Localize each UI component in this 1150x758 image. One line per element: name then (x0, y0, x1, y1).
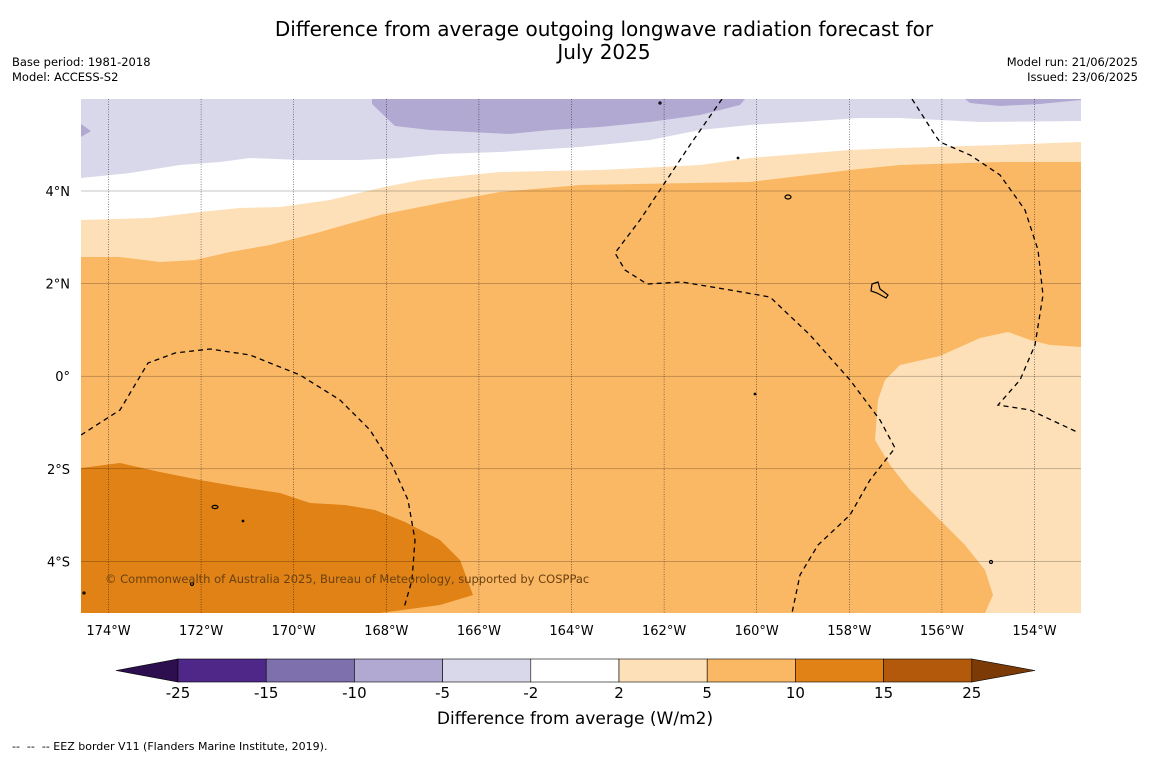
longitude-label: 156°W (920, 624, 964, 639)
island-outlines (82, 101, 994, 595)
copyright-text: © Commonwealth of Australia 2025, Bureau… (105, 572, 589, 586)
colorbar-tick-label: -15 (253, 684, 279, 702)
longitude-label: 162°W (642, 624, 686, 639)
latitude-label: 2°N (46, 278, 71, 293)
base-period-text: Base period: 1981-2018 (12, 55, 151, 69)
longitude-label: 154°W (1012, 624, 1056, 639)
latitude-label: 4°S (47, 555, 70, 570)
longitude-label: 166°W (457, 624, 501, 639)
latitude-label: 0° (55, 370, 70, 385)
colorbar-tick-label: 2 (614, 684, 624, 702)
anomaly-patch-neg5-neg10-west (81, 124, 91, 137)
island-kiritimati (870, 281, 889, 299)
issued-text: Issued: 23/06/2025 (1027, 70, 1138, 84)
anomaly-band-neg2-neg5 (81, 99, 1081, 178)
colorbar-title: Difference from average (W/m2) (436, 709, 714, 729)
longitude-label: 168°W (364, 624, 408, 639)
longitude-label: 172°W (179, 624, 223, 639)
longitude-label: 164°W (549, 624, 593, 639)
latitude-label: 4°N (46, 185, 71, 200)
colorbar-swatch (530, 658, 620, 683)
anomaly-band-10-15 (81, 463, 473, 613)
title-line-1: Difference from average outgoing longwav… (274, 17, 934, 41)
longitude-label: 174°W (86, 624, 130, 639)
colorbar-swatch (883, 658, 973, 683)
colorbar-under-arrow (115, 658, 179, 683)
colorbar-tick-label: -2 (523, 684, 539, 702)
island-small-1 (736, 156, 740, 160)
colorbar-tick-label: 15 (874, 684, 894, 702)
colorbar-tick-label: 5 (702, 684, 712, 702)
longitude-label: 158°W (827, 624, 871, 639)
island-enderbury (241, 519, 245, 523)
eez-legend-footer: -- -- -- EEZ border V11 (Flanders Marine… (12, 740, 328, 753)
colorbar-swatch (706, 658, 796, 683)
model-text: Model: ACCESS-S2 (12, 70, 119, 84)
island-birnie (189, 581, 195, 587)
eez-border-kiribati-line (614, 99, 896, 613)
colorbar-swatch (442, 658, 532, 683)
colorbar-swatch (795, 658, 884, 683)
colorbar-swatch (354, 658, 443, 683)
island-small-3 (82, 591, 86, 595)
island-small-2 (753, 392, 757, 396)
title-line-2: July 2025 (557, 40, 651, 64)
map-plot-area: © Commonwealth of Australia 2025, Bureau… (81, 99, 1081, 613)
colorbar-tick-label: -25 (165, 684, 191, 702)
colorbar-swatch (618, 658, 708, 683)
colorbar-tick-label: -10 (342, 684, 367, 702)
chart-title: Difference from average outgoing longwav… (200, 18, 1008, 64)
longitude-labels: 174°W 172°W 170°W 168°W 166°W 164°W 162°W 160°W… (86, 624, 1056, 639)
meta-right: Model run: 21/06/2025 Issued: 23/06/2025 (1007, 55, 1138, 85)
anomaly-band-neg5-neg10 (372, 99, 745, 134)
eez-border-east-arc (911, 99, 1078, 433)
island-malden (988, 559, 994, 565)
colorbar (115, 658, 1036, 683)
colorbar-tick-label: 10 (785, 684, 805, 702)
island-north-dot (658, 101, 662, 105)
meta-left: Base period: 1981-2018 Model: ACCESS-S2 (12, 55, 151, 85)
latitude-label: 2°S (47, 463, 70, 478)
colorbar-tick-label: -5 (435, 684, 451, 702)
island-canton (211, 504, 219, 510)
anomaly-patch-neg5-neg10-east (965, 99, 1081, 106)
meridian-gridlines (108, 99, 1035, 613)
island-jarvis (784, 194, 792, 200)
model-run-text: Model run: 21/06/2025 (1006, 55, 1138, 69)
parallel-gridlines (81, 190, 1081, 562)
eez-border-phoenix-arc (81, 348, 416, 609)
longitude-label: 170°W (272, 624, 316, 639)
anomaly-band-2-5-southeast (875, 332, 1081, 613)
colorbar-tick-label: 25 (962, 684, 982, 702)
longitude-label: 160°W (735, 624, 779, 639)
colorbar-swatch (177, 658, 267, 683)
colorbar-swatch (265, 658, 355, 683)
colorbar-over-arrow (971, 658, 1036, 683)
latitude-labels: 4°N 2°N 0° 2°S 4°S (46, 185, 71, 570)
eez-borders (81, 99, 1078, 613)
